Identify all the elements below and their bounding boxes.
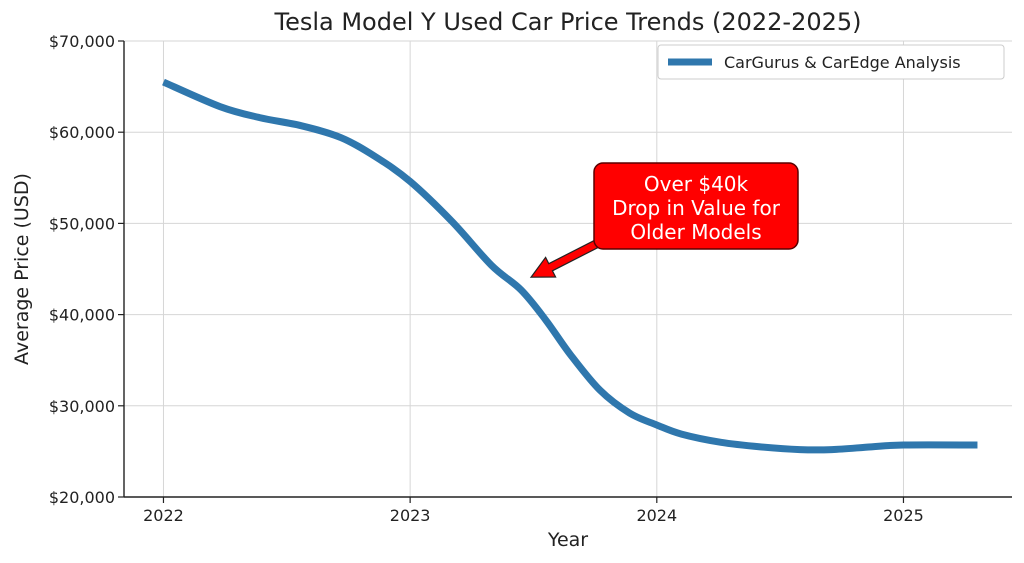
- series-line: [162, 78, 978, 454]
- y-tick-label: $70,000: [49, 32, 115, 51]
- annotation-line-1: Over $40k: [644, 172, 749, 196]
- x-tick-label: 2024: [636, 506, 677, 525]
- axes: 2022 2023 2024 2025 $20,000 $30,000 $40,000 $50…: [49, 32, 1012, 525]
- annotation-line-2: Drop in Value for: [612, 196, 781, 220]
- x-tick-label: 2023: [390, 506, 431, 525]
- legend-box: [657, 44, 1005, 80]
- y-axis-label: Average Price (USD): [11, 173, 33, 365]
- y-tick-label: $50,000: [49, 214, 115, 233]
- legend-label: CarGurus & CarEdge Analysis: [724, 53, 961, 72]
- x-tick-label: 2025: [883, 506, 924, 525]
- y-tick-label: $60,000: [49, 123, 115, 142]
- grid: [124, 40, 1012, 498]
- legend: CarGurus & CarEdge Analysis: [657, 44, 1005, 80]
- y-tick-label: $20,000: [49, 488, 115, 507]
- chart-title: Tesla Model Y Used Car Price Trends (202…: [273, 8, 861, 36]
- y-tick-label: $30,000: [49, 397, 115, 416]
- x-axis-label: Year: [547, 529, 588, 551]
- x-tick-label: 2022: [143, 506, 184, 525]
- y-tick-label: $40,000: [49, 306, 115, 325]
- annotation-line-3: Older Models: [630, 220, 761, 244]
- annotation: Over $40k Drop in Value for Older Models: [529, 162, 799, 278]
- series-layer: [162, 78, 978, 454]
- annotation-box: [593, 162, 799, 250]
